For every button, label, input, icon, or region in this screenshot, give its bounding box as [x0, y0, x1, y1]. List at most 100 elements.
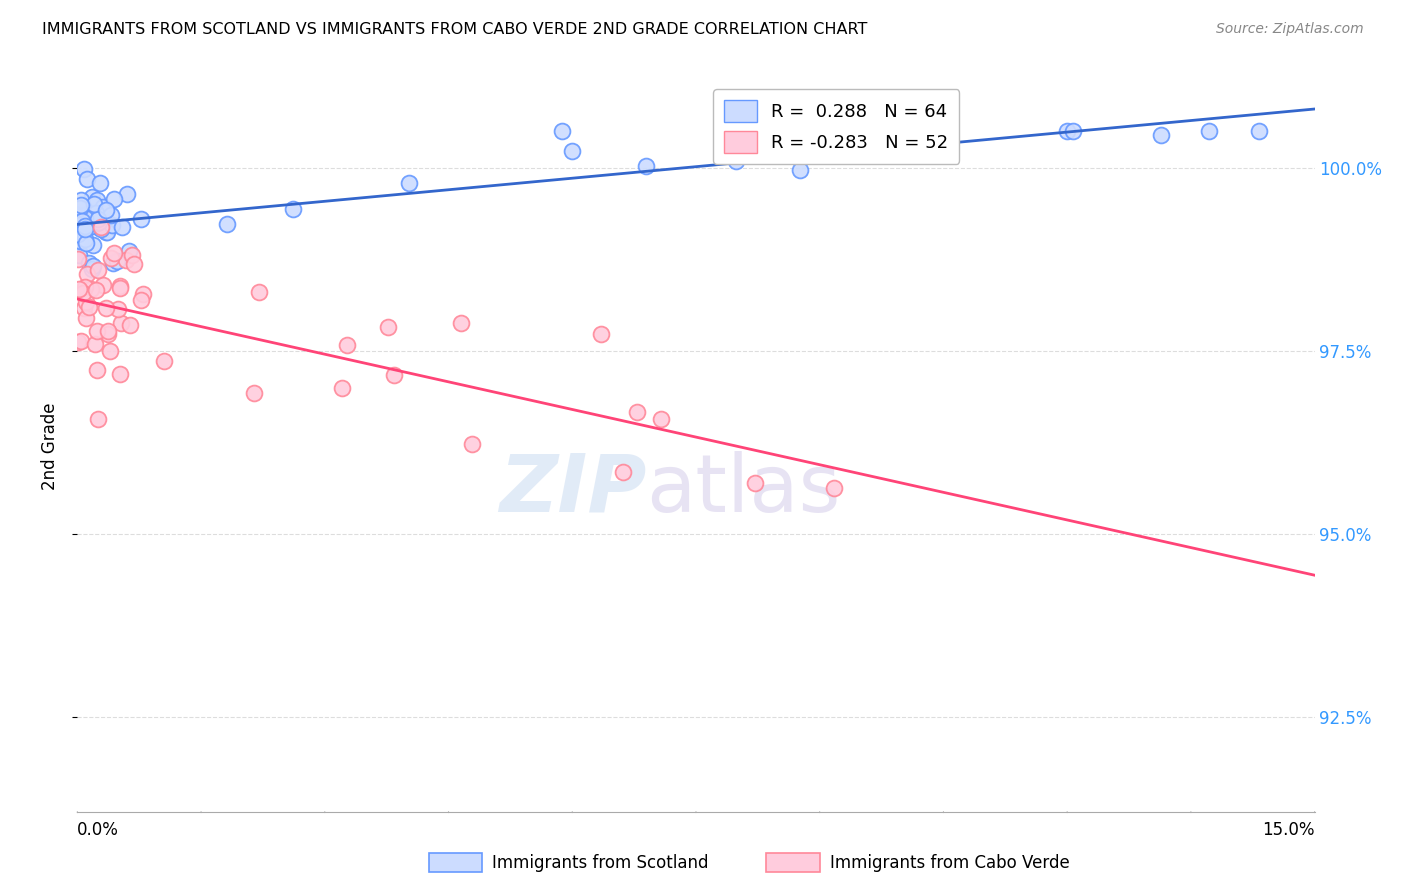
Point	[94, 225, 117, 239]
Point	[122, 257, 145, 271]
Point	[69, 201, 91, 215]
Point	[67, 334, 90, 349]
Point	[377, 320, 399, 334]
Point	[108, 279, 131, 293]
Point	[70, 334, 93, 348]
Point	[120, 318, 142, 332]
Point	[96, 225, 118, 239]
Y-axis label: 2nd Grade: 2nd Grade	[41, 402, 59, 490]
Point	[86, 363, 108, 377]
Point	[75, 311, 97, 326]
Point	[461, 437, 484, 451]
Point	[82, 205, 104, 219]
Point	[89, 176, 111, 190]
Point	[77, 300, 100, 314]
Point	[107, 301, 129, 316]
Point	[1150, 128, 1173, 142]
Point	[650, 411, 672, 425]
Point	[91, 200, 114, 214]
Point	[823, 481, 845, 495]
Point	[86, 193, 108, 207]
Point	[1062, 124, 1084, 138]
Text: IMMIGRANTS FROM SCOTLAND VS IMMIGRANTS FROM CABO VERDE 2ND GRADE CORRELATION CHA: IMMIGRANTS FROM SCOTLAND VS IMMIGRANTS F…	[42, 22, 868, 37]
Text: Immigrants from Scotland: Immigrants from Scotland	[492, 854, 709, 871]
Point	[67, 218, 90, 232]
Point	[1056, 124, 1078, 138]
Point	[90, 219, 112, 234]
Point	[115, 253, 138, 268]
Text: 0.0%: 0.0%	[77, 821, 120, 838]
Point	[77, 220, 100, 235]
Point	[70, 198, 93, 212]
Point	[82, 259, 104, 273]
Point	[789, 162, 811, 177]
Point	[281, 202, 304, 217]
Point	[67, 252, 90, 266]
Point	[100, 208, 122, 222]
Point	[90, 222, 112, 236]
Point	[744, 475, 766, 490]
Point	[82, 261, 104, 276]
Point	[336, 338, 359, 352]
Point	[87, 263, 110, 277]
Point	[591, 327, 613, 342]
Point	[131, 293, 153, 307]
Point	[398, 176, 420, 190]
Point	[84, 337, 107, 351]
Point	[626, 404, 648, 418]
Point	[91, 278, 114, 293]
Point	[70, 218, 93, 232]
Point	[69, 234, 91, 248]
Point	[80, 190, 103, 204]
Point	[70, 213, 93, 227]
Text: Immigrants from Cabo Verde: Immigrants from Cabo Verde	[830, 854, 1070, 871]
Point	[76, 172, 98, 186]
Point	[247, 285, 270, 300]
Point	[115, 186, 138, 201]
Point	[93, 207, 115, 221]
Point	[72, 286, 94, 301]
Point	[101, 218, 124, 232]
Point	[82, 238, 104, 252]
Point	[118, 244, 141, 258]
Point	[215, 217, 238, 231]
Point	[1249, 124, 1271, 138]
Point	[73, 232, 96, 246]
Point	[87, 219, 110, 234]
Point	[108, 281, 131, 295]
Point	[132, 286, 155, 301]
Point	[86, 212, 108, 227]
Point	[72, 301, 94, 315]
Point	[75, 211, 97, 225]
Point	[67, 225, 90, 239]
Point	[107, 254, 129, 268]
Point	[75, 222, 97, 236]
Point	[612, 466, 634, 480]
Point	[98, 343, 121, 358]
Point	[384, 368, 406, 382]
Point	[84, 206, 107, 220]
Point	[86, 324, 108, 338]
Point	[73, 161, 96, 176]
Point	[110, 316, 132, 330]
Point	[87, 215, 110, 229]
Point	[67, 248, 90, 262]
Point	[152, 354, 174, 368]
Point	[70, 194, 93, 208]
Point	[75, 295, 97, 310]
Point	[111, 220, 134, 235]
Point	[83, 196, 105, 211]
Point	[97, 216, 120, 230]
Point	[67, 282, 90, 296]
Point	[121, 248, 143, 262]
Point	[97, 324, 120, 338]
Text: atlas: atlas	[647, 450, 841, 529]
Point	[330, 381, 353, 395]
Text: ZIP: ZIP	[499, 450, 647, 529]
Point	[797, 127, 820, 141]
Legend: R =  0.288   N = 64, R = -0.283   N = 52: R = 0.288 N = 64, R = -0.283 N = 52	[713, 89, 959, 164]
Point	[80, 282, 103, 296]
Point	[103, 246, 125, 260]
Point	[75, 235, 97, 250]
Point	[67, 227, 90, 242]
